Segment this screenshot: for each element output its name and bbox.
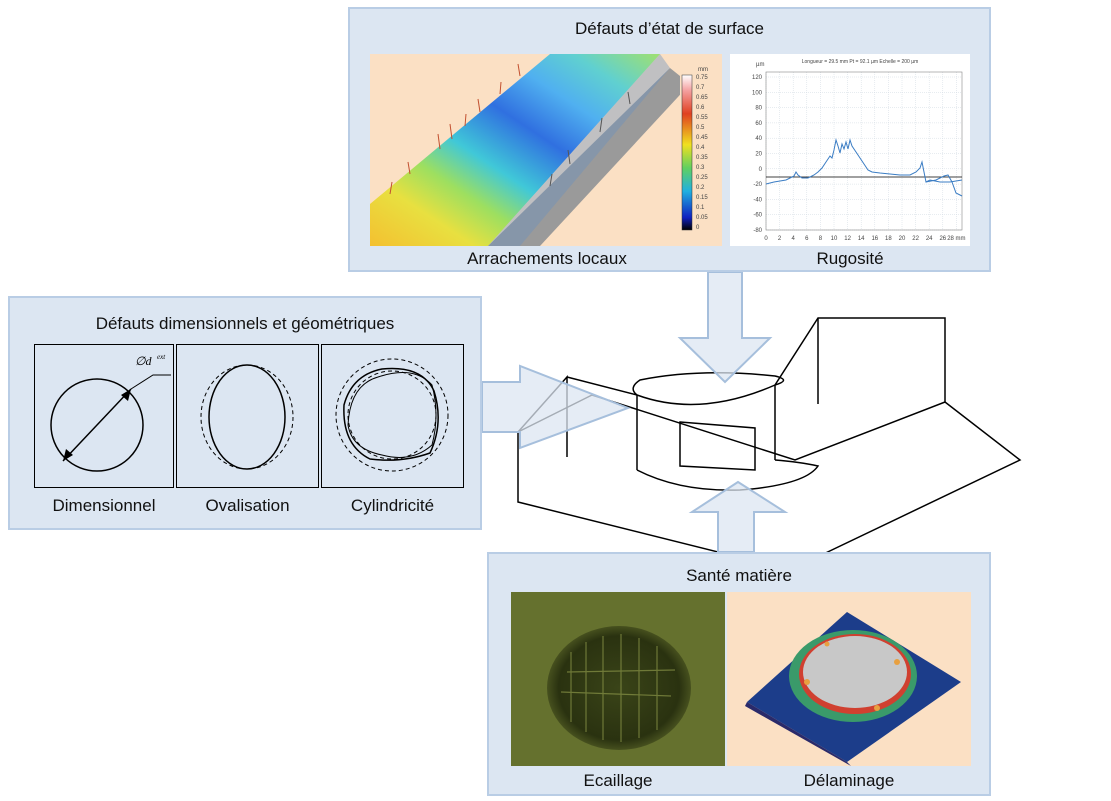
ecaillage-image [511, 592, 725, 766]
profile-y-tick-label: 80 [755, 106, 762, 112]
profile-y-tick-label: 60 [755, 121, 762, 127]
profile-x-tick-label: 12 [844, 236, 851, 242]
profile-x-tick-label: 16 [871, 236, 878, 242]
profile-x-tick-label: 10 [831, 236, 838, 242]
roughness-profile-line [765, 138, 963, 185]
material-panel-title: Santé matière [686, 566, 792, 585]
surface-defects-panel: Défauts d’état de surface [348, 7, 991, 272]
caption-ovalisation: Ovalisation [205, 496, 290, 515]
colorbar-tick-label: 0.15 [696, 195, 708, 201]
profile-x-tick-label: 26 [939, 236, 946, 242]
surface-3d-image [370, 54, 722, 246]
profile-y-tick-label: -40 [753, 197, 762, 203]
profile-y-tick-label: 20 [755, 152, 762, 158]
colorbar-tick-label: 0.65 [696, 95, 708, 101]
profile-y-tick-label: 120 [752, 75, 763, 81]
colorbar-unit: mm [698, 67, 708, 73]
dimensionnel-figure: ∅d ext [34, 344, 174, 488]
surface-left-caption: Arrachements locaux [467, 249, 627, 268]
material-health-panel: Santé matière [487, 552, 991, 796]
roughness-profile-chart: Longueur = 29.5 mm Pt = 92.1 µm Echelle … [752, 59, 966, 242]
profile-x-tick-label: 28 mm [947, 236, 965, 242]
profile-x-tick-label: 18 [885, 236, 892, 242]
profile-y-tick-label: 40 [755, 136, 762, 142]
surface-3d-render [370, 54, 690, 246]
profile-x-tick-label: 20 [899, 236, 906, 242]
profile-unit-y: µm [756, 62, 764, 68]
caption-dimensionnel: Dimensionnel [52, 496, 156, 515]
profile-y-tick-label: -20 [753, 182, 762, 188]
colorbar-tick-label: 0.05 [696, 215, 708, 221]
diameter-label: ∅d [135, 354, 152, 368]
colorbar-tick-label: 0.5 [696, 125, 705, 131]
roughness-profile-image: Longueur = 29.5 mm Pt = 92.1 µm Echelle … [730, 54, 970, 246]
colorbar-tick-label: 0.4 [696, 145, 705, 151]
profile-x-tick-label: 4 [792, 236, 796, 242]
dimensional-defects-panel: Défauts dimensionnels et géométriques ∅d… [8, 296, 482, 530]
colorbar-tick-label: 0.1 [696, 205, 705, 211]
profile-y-tick-label: 100 [752, 90, 763, 96]
colorbar-tick-label: 0.45 [696, 135, 708, 141]
colorbar-tick-label: 0.55 [696, 115, 708, 121]
colorbar-tick-label: 0.3 [696, 165, 705, 171]
profile-y-tick-label: -60 [753, 213, 762, 219]
caption-ecaillage: Ecaillage [583, 771, 653, 790]
ovalisation-figure [176, 344, 319, 488]
caption-cylindricite: Cylindricité [350, 496, 435, 515]
surface-panel-title: Défauts d’état de surface [574, 19, 764, 38]
colorbar-tick-label: 0.25 [696, 175, 708, 181]
colorbar: mm 0.75 0.7 0.65 0.6 0.55 0.5 0.45 0.4 0.35 0.3 0.… [680, 65, 718, 235]
profile-x-tick-label: 8 [819, 236, 823, 242]
profile-x-tick-label: 14 [858, 236, 865, 242]
profile-x-tick-label: 2 [778, 236, 782, 242]
profile-header: Longueur = 29.5 mm Pt = 92.1 µm Echelle … [802, 59, 919, 65]
delaminage-image [727, 592, 971, 766]
colorbar-tick-label: 0.35 [696, 155, 708, 161]
colorbar-tick-label: 0.7 [696, 85, 705, 91]
surface-right-caption: Rugosité [816, 249, 884, 268]
dimensional-panel-title: Défauts dimensionnels et géométriques [95, 314, 395, 333]
caption-delaminage: Délaminage [803, 771, 895, 790]
cylindricite-figure [321, 344, 464, 488]
colorbar-tick-label: 0 [696, 225, 700, 231]
profile-x-tick-label: 6 [805, 236, 809, 242]
arrow-down-from-surface [677, 271, 773, 384]
colorbar-tick-label: 0.6 [696, 105, 705, 111]
profile-y-tick-label: -80 [753, 228, 762, 234]
colorbar-tick-label: 0.75 [696, 75, 708, 81]
colorbar-tick-label: 0.2 [696, 185, 705, 191]
profile-x-tick-label: 0 [764, 236, 768, 242]
part-outline [517, 317, 1022, 571]
profile-x-tick-label: 22 [912, 236, 919, 242]
profile-x-tick-label: 24 [926, 236, 933, 242]
profile-y-tick-label: 0 [759, 167, 763, 173]
arrow-up-from-material [688, 480, 789, 553]
diameter-superscript: ext [157, 353, 166, 361]
arrow-right-from-dimensional [481, 364, 631, 450]
